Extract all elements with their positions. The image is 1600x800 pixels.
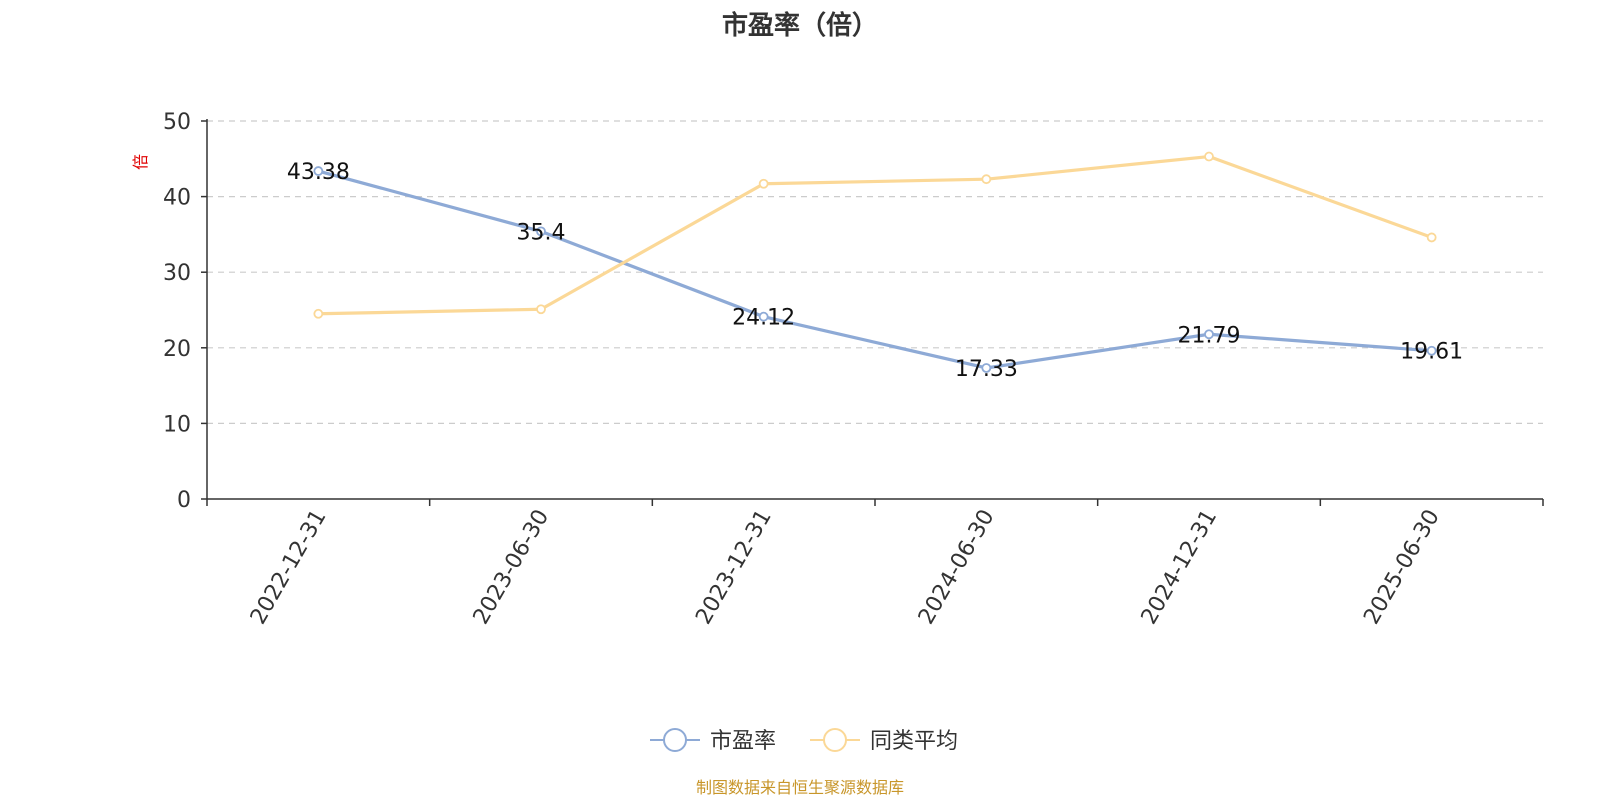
data-label: 43.38 — [287, 160, 350, 185]
y-tick-label: 10 — [163, 412, 191, 437]
data-point — [1204, 329, 1214, 340]
data-label: 35.4 — [517, 220, 566, 245]
y-axis-unit-label: 倍 — [131, 154, 150, 170]
legend[interactable]: 市盈率 同类平均 — [650, 728, 958, 754]
data-point — [1426, 345, 1437, 356]
legend-item-1[interactable]: 市盈率 — [650, 728, 776, 754]
data-point — [313, 308, 324, 319]
legend-marker-icon — [823, 728, 847, 752]
data-label: 21.79 — [1178, 323, 1241, 348]
data-label: 24.12 — [732, 306, 795, 331]
x-tick-label: 2022-12-31 — [246, 506, 332, 629]
x-tick-label: 2025-06-30 — [1359, 506, 1445, 629]
x-tick-label: 2024-12-31 — [1137, 506, 1223, 629]
y-tick-label: 40 — [163, 186, 191, 211]
data-label: 17.33 — [955, 357, 1018, 382]
legend-item-2[interactable]: 同类平均 — [810, 728, 958, 754]
series-line-1 — [317, 169, 1432, 370]
source-note: 制图数据来自恒生聚源数据库 — [696, 778, 904, 797]
y-tick-label: 50 — [163, 110, 191, 135]
y-tick-label: 0 — [177, 488, 191, 513]
data-point — [981, 174, 992, 185]
x-tick-label: 2023-06-30 — [469, 506, 555, 629]
legend-marker-icon — [663, 728, 687, 752]
data-point — [758, 178, 769, 189]
series-layer — [313, 151, 1437, 373]
data-point — [1204, 151, 1214, 162]
x-tick-label: 2024-06-30 — [914, 506, 1000, 629]
axes: 0 10 20 30 40 50 2022-12-31 2023-06-30 2023-12-3… — [163, 110, 1544, 629]
data-point — [536, 304, 546, 315]
y-tick-label: 20 — [163, 337, 191, 362]
data-point — [313, 166, 324, 176]
grid-lines — [207, 120, 1543, 424]
data-point — [981, 363, 992, 373]
x-tick-label: 2023-12-31 — [691, 506, 777, 629]
legend-label: 市盈率 — [710, 729, 776, 754]
data-labels: 43.38 35.4 24.12 17.33 21.79 19.61 — [287, 160, 1463, 382]
data-point — [758, 311, 769, 322]
data-point — [536, 226, 546, 237]
data-label: 19.61 — [1400, 340, 1463, 365]
chart-title: 市盈率（倍） — [722, 10, 878, 41]
data-point — [1426, 232, 1437, 243]
legend-label: 同类平均 — [870, 729, 958, 754]
y-tick-label: 30 — [163, 261, 191, 286]
series-line-2 — [318, 154, 1433, 316]
